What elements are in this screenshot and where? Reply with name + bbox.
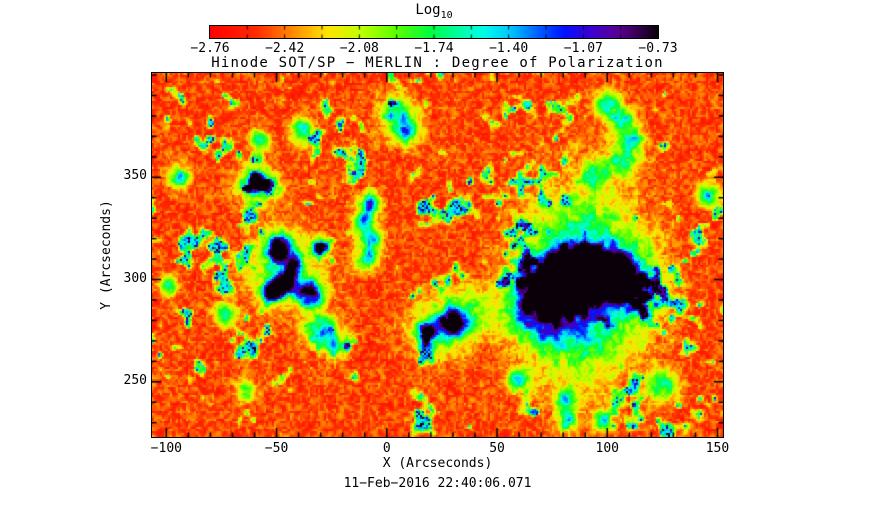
colorbar-tick-label: −2.42 bbox=[265, 41, 305, 56]
x-tick-label: 100 bbox=[595, 441, 619, 456]
x-tick-label: −100 bbox=[150, 441, 182, 456]
colorbar-title-subscript: 10 bbox=[440, 9, 453, 21]
colorbar-tick-label: −0.73 bbox=[638, 41, 678, 56]
y-tick-label: 250 bbox=[123, 372, 147, 388]
colorbar-tick-label: −2.08 bbox=[339, 41, 379, 56]
colorbar-tick-labels: −2.76 −2.42 −2.08 −1.74 −1.40 −1.07 −0.73 bbox=[190, 41, 677, 57]
heatmap-canvas bbox=[152, 73, 723, 437]
chart-title: Hinode SOT/SP − MERLIN : Degree of Polar… bbox=[211, 55, 664, 71]
x-axis-label: X (Arcseconds) bbox=[382, 456, 493, 471]
plot-area bbox=[151, 72, 724, 438]
colorbar-tick-label: −1.40 bbox=[489, 41, 529, 56]
y-axis-label: Y (Arcseconds) bbox=[99, 200, 114, 310]
colorbar-tick-label: −1.74 bbox=[414, 41, 454, 56]
colorbar-tick-label: −1.07 bbox=[563, 41, 603, 56]
x-tick-label: 150 bbox=[705, 441, 730, 456]
x-tick-label: 0 bbox=[382, 441, 391, 456]
timestamp-caption: 11−Feb−2016 22:40:06.071 bbox=[343, 476, 532, 491]
y-tick-label: 300 bbox=[123, 270, 147, 286]
colorbar-gradient bbox=[209, 25, 659, 39]
x-tick-label: −50 bbox=[264, 441, 289, 456]
x-tick-label: 50 bbox=[489, 441, 505, 456]
y-tick-label: 350 bbox=[123, 168, 147, 184]
colorbar-title: Log10 bbox=[210, 2, 658, 21]
colorbar-tick-label: −2.76 bbox=[190, 41, 230, 56]
colorbar-title-text: Log bbox=[415, 2, 441, 18]
